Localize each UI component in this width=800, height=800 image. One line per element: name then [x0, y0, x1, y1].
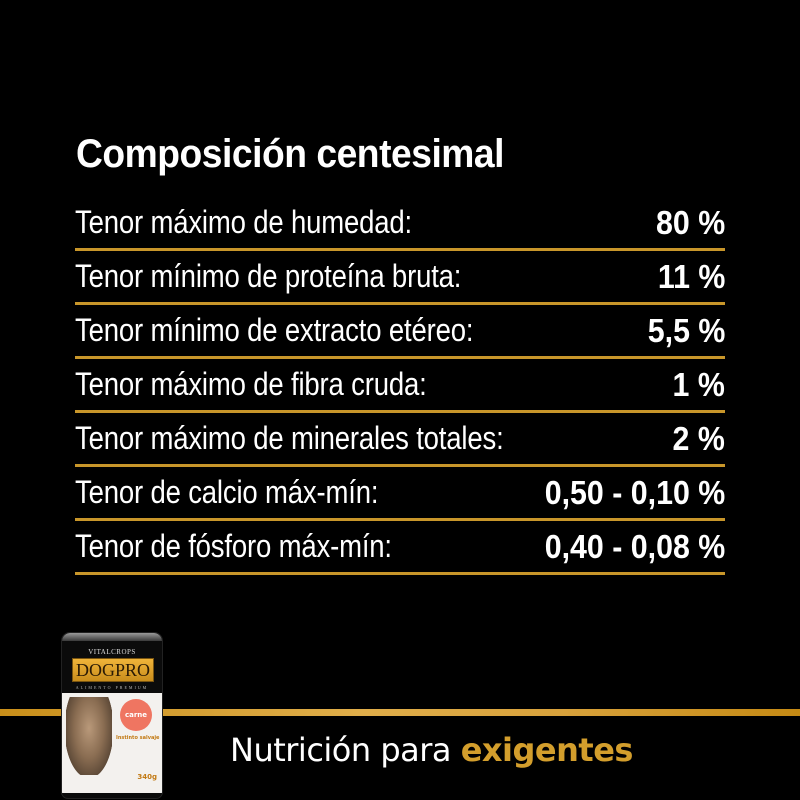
table-row: Tenor mínimo de proteína bruta: 11 %	[75, 251, 725, 305]
row-value: 2 %	[672, 419, 725, 457]
can-rim	[62, 633, 162, 641]
brand-subtitle: ALIMENTO PREMIUM	[75, 685, 149, 690]
flavor-badge: carne	[120, 699, 152, 731]
table-row: Tenor máximo de humedad: 80 %	[75, 197, 725, 251]
row-label: Tenor mínimo de extracto etéreo:	[75, 312, 474, 348]
table-row: Tenor mínimo de extracto etéreo: 5,5 %	[75, 305, 725, 359]
row-value: 11 %	[657, 257, 725, 295]
product-line: Instinto salvaje	[116, 735, 160, 741]
tagline-accent: exigentes	[460, 731, 634, 769]
row-value: 5,5 %	[647, 311, 725, 349]
brand-logo: DOGPRO	[72, 658, 154, 682]
tagline-prefix: Nutrición para	[230, 731, 461, 769]
net-weight: 340g	[137, 773, 157, 781]
can-label: carne Instinto salvaje 340g	[62, 693, 162, 793]
table-row: Tenor máximo de minerales totales: 2 %	[75, 413, 725, 467]
tagline: Nutrición para exigentes	[230, 731, 633, 769]
dog-photo	[66, 697, 112, 775]
table-row: Tenor de calcio máx-mín: 0,50 - 0,10 %	[75, 467, 725, 521]
table-row: Tenor máximo de fibra cruda: 1 %	[75, 359, 725, 413]
maker-logo: VITALCROPS	[88, 648, 136, 656]
row-label: Tenor de calcio máx-mín:	[75, 474, 379, 510]
page-title: Composición centesimal	[76, 132, 505, 176]
row-value: 80 %	[655, 203, 725, 241]
row-value: 0,40 - 0,08 %	[544, 527, 725, 565]
composition-table: Tenor máximo de humedad: 80 % Tenor míni…	[75, 197, 725, 575]
gold-divider-band	[0, 709, 800, 716]
table-row: Tenor de fósforo máx-mín: 0,40 - 0,08 %	[75, 521, 725, 575]
row-label: Tenor máximo de humedad:	[75, 204, 412, 240]
row-label: Tenor máximo de fibra cruda:	[75, 366, 427, 402]
row-label: Tenor máximo de minerales totales:	[75, 420, 504, 456]
row-value: 0,50 - 0,10 %	[544, 473, 725, 511]
row-label: Tenor de fósforo máx-mín:	[75, 528, 392, 564]
product-can-image: VITALCROPS DOGPRO ALIMENTO PREMIUM carne…	[62, 633, 162, 798]
row-value: 1 %	[672, 365, 725, 403]
row-label: Tenor mínimo de proteína bruta:	[75, 258, 462, 294]
